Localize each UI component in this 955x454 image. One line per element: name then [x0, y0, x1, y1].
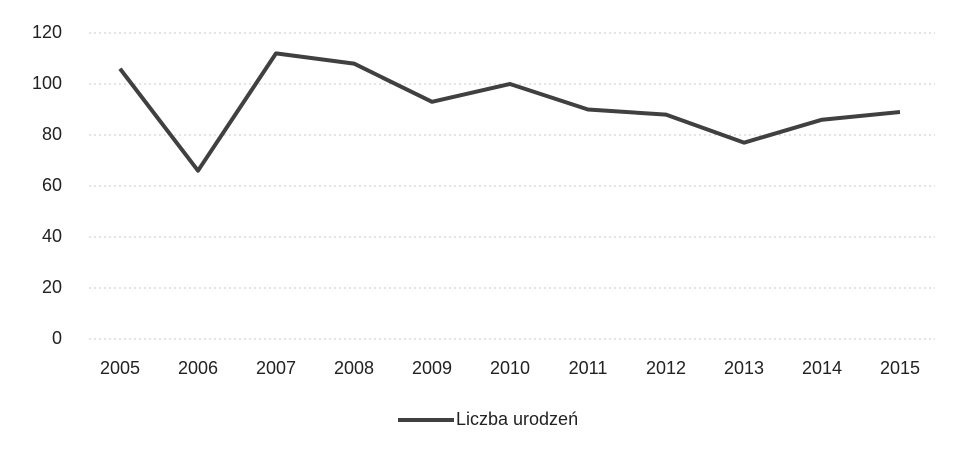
x-tick-label: 2012 [646, 358, 686, 378]
x-tick-label: 2005 [100, 358, 140, 378]
y-tick-label: 60 [42, 175, 62, 195]
x-tick-label: 2007 [256, 358, 296, 378]
y-tick-label: 20 [42, 277, 62, 297]
y-tick-label: 120 [32, 22, 62, 42]
x-tick-label: 2015 [880, 358, 920, 378]
x-tick-label: 2014 [802, 358, 842, 378]
y-tick-label: 40 [42, 226, 62, 246]
x-tick-label: 2008 [334, 358, 374, 378]
x-tick-label: 2013 [724, 358, 764, 378]
x-tick-label: 2011 [569, 358, 608, 378]
legend-label: Liczba urodzeń [456, 409, 578, 429]
data-line [118, 51, 901, 173]
x-tick-label: 2009 [412, 358, 452, 378]
y-tick-label: 100 [32, 73, 62, 93]
y-tick-label: 0 [52, 328, 62, 348]
y-tick-label: 80 [42, 124, 62, 144]
x-tick-label: 2010 [490, 358, 530, 378]
x-tick-label: 2006 [178, 358, 218, 378]
